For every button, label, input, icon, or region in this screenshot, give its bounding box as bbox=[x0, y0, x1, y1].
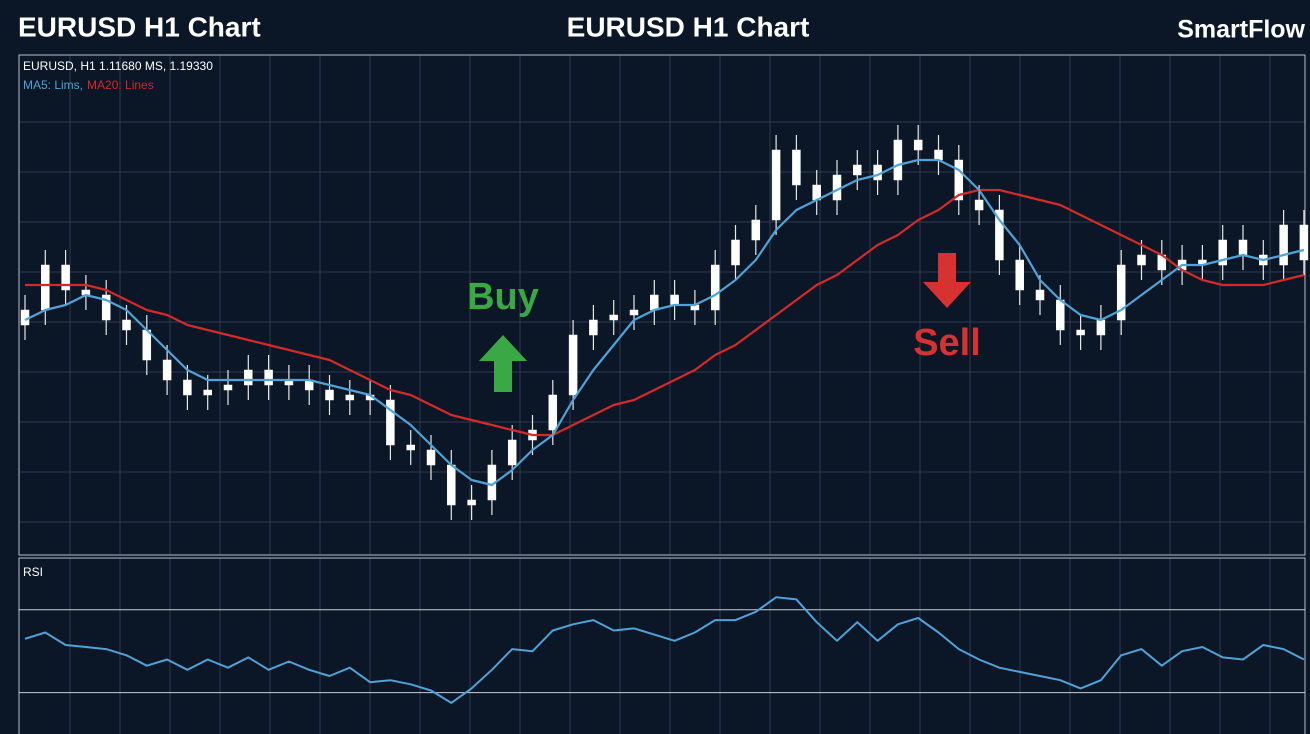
candle-body bbox=[1279, 224, 1288, 266]
candle-body bbox=[792, 149, 801, 186]
candle-body bbox=[934, 149, 943, 161]
candle-body bbox=[548, 394, 558, 431]
annotation-label: Sell bbox=[913, 322, 981, 364]
candle-body bbox=[507, 439, 517, 466]
candle-body bbox=[162, 359, 172, 381]
legend-entry: MA20: Lines bbox=[87, 78, 154, 92]
candle-body bbox=[609, 314, 618, 321]
price-pane-border bbox=[18, 54, 1306, 556]
left-title: EURUSD H1 Chart bbox=[18, 11, 261, 42]
rsi-pane-border bbox=[18, 557, 1306, 734]
candle-body bbox=[1076, 329, 1085, 336]
annotation-label: Buy bbox=[467, 276, 539, 318]
candle-body bbox=[61, 264, 70, 291]
candle-body bbox=[893, 139, 903, 181]
candle-body bbox=[1035, 289, 1045, 301]
candle-body bbox=[142, 329, 152, 361]
ma-line bbox=[25, 188, 1305, 437]
candle-body bbox=[223, 384, 233, 391]
candle-body bbox=[1056, 299, 1065, 331]
candle-body bbox=[386, 399, 395, 446]
candle-body bbox=[41, 264, 50, 311]
candle-body bbox=[1299, 224, 1309, 261]
candle-body bbox=[467, 499, 476, 506]
candle-body bbox=[345, 394, 355, 401]
candle-body bbox=[183, 379, 192, 396]
candle-body bbox=[751, 219, 761, 241]
candle-body bbox=[650, 294, 659, 311]
candle-body bbox=[447, 464, 456, 506]
candle-body bbox=[853, 164, 862, 176]
legend-entry: MA5: Lims, bbox=[23, 78, 83, 92]
candle-body bbox=[670, 294, 679, 306]
candle-body bbox=[589, 319, 598, 336]
rsi-title: RSI bbox=[23, 565, 43, 579]
candle-body bbox=[122, 319, 131, 331]
candle-body bbox=[629, 309, 639, 316]
candle-body bbox=[426, 449, 436, 466]
candle-body bbox=[325, 389, 334, 401]
candle-body bbox=[974, 199, 984, 211]
candle-body bbox=[264, 369, 273, 386]
candle-body bbox=[568, 334, 578, 396]
candle-body bbox=[1218, 239, 1227, 266]
candle-body bbox=[1015, 259, 1024, 291]
candle-body bbox=[710, 264, 720, 311]
candle-body bbox=[954, 159, 964, 201]
ma-line bbox=[24, 158, 1305, 487]
annotation-arrow bbox=[479, 335, 527, 392]
candle-body bbox=[1096, 319, 1106, 336]
candle-body bbox=[1116, 264, 1126, 321]
grid bbox=[19, 55, 1305, 734]
rsi-line bbox=[24, 596, 1305, 704]
candle-body bbox=[995, 209, 1004, 261]
candle-body bbox=[1137, 254, 1146, 266]
center-title: EURUSD H1 Chart bbox=[567, 11, 810, 42]
candle-body bbox=[203, 389, 212, 396]
candle-body bbox=[1238, 239, 1248, 256]
info-label: EURUSD, H1 1.11680 MS, 1.19330 bbox=[23, 59, 213, 73]
annotation-arrow bbox=[923, 253, 971, 308]
candle-body bbox=[731, 239, 740, 266]
candle-body bbox=[771, 149, 781, 221]
candle-body bbox=[913, 139, 923, 151]
candle-body bbox=[406, 444, 415, 451]
candle-body bbox=[101, 294, 111, 321]
brand: SmartFlow bbox=[1177, 16, 1305, 44]
candle-body bbox=[244, 369, 253, 386]
